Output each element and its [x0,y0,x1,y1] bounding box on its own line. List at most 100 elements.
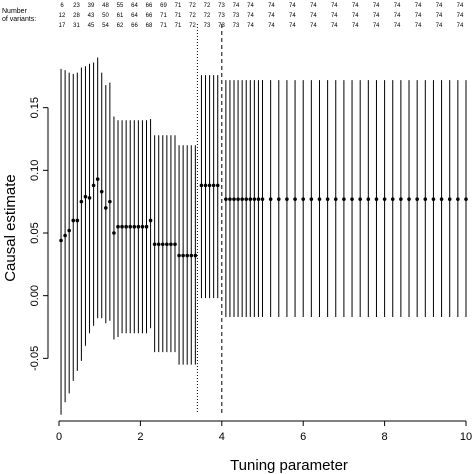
variant-count-label: 73 [233,13,240,19]
estimate-point [165,242,169,247]
estimate-point [215,183,220,188]
estimate-point [228,197,232,201]
estimate-point [374,197,379,201]
variant-count-label: 74 [268,3,275,9]
variant-count-label: 74 [436,3,443,9]
x-tick-label: 10 [460,431,472,443]
x-axis-title: Tuning parameter [230,457,348,474]
variant-counts-header: Number of variants: 6 23 39 48 55 64 66 69 71 72 7… [2,3,464,29]
estimate-point [431,197,436,201]
y-tick-label: 0.00 [29,285,41,306]
variant-count-label: 74 [310,23,317,29]
variant-count-label: 74 [310,13,317,19]
variant-count-label: 74 [352,13,359,19]
variant-count-label: 72 [189,13,196,19]
variant-count-label: 74 [457,13,464,19]
estimate-point [240,197,244,201]
estimate-point [439,197,444,201]
axes: -0.05 0.00 0.05 0.10 0.15 0 2 4 6 8 10 [29,97,472,443]
estimate-point [193,253,198,258]
estimate-point [232,197,236,201]
variant-count-label: 74 [352,3,359,9]
variant-count-label: 74 [247,23,254,29]
estimate-point [156,242,161,247]
estimate-point [293,197,297,201]
estimate-point [317,197,322,201]
variant-count-label: 31 [73,23,80,29]
estimate-point [71,218,76,223]
variant-count-label: 73 [233,23,240,29]
point-estimates [59,177,468,258]
estimate-point [95,177,100,181]
estimate-point [382,197,387,201]
estimate-point [325,197,330,201]
variant-count-label: 71 [175,13,182,19]
variant-count-label: 73 [218,13,225,19]
estimate-point [59,238,63,243]
estimate-point [456,197,460,201]
variant-count-label: 74 [436,13,443,19]
variant-count-label: 43 [88,13,95,19]
variant-count-label: 74 [394,23,401,29]
variant-count-label: 74 [331,23,338,29]
estimate-point [189,253,194,258]
estimate-point [248,197,253,201]
estimate-point [224,197,228,201]
estimate-point [260,197,265,201]
estimate-point [390,197,395,201]
estimate-point [177,253,181,258]
variant-count-label: 71 [160,13,167,19]
estimate-point [333,197,338,201]
estimate-point [108,199,112,204]
variant-count-label: 72 [204,3,211,9]
variant-count-label: 74 [394,3,401,9]
variant-count-label: 74 [331,3,338,9]
estimate-point [91,183,96,188]
estimate-point [148,218,153,223]
estimate-point [132,224,137,229]
variant-count-label: 28 [73,13,80,19]
variant-count-label: 39 [88,3,95,9]
variant-count-label: 68 [146,23,153,29]
variant-count-label: 23 [73,3,80,9]
estimate-point [87,196,92,200]
estimate-point [181,253,185,258]
estimate-point [252,197,257,201]
estimate-point [276,197,281,201]
estimate-point [120,224,124,229]
variant-count-label: 73 [218,3,225,9]
estimate-point [185,253,190,258]
variant-count-label: 73 [204,23,211,29]
y-axis-ticks: -0.05 0.00 0.05 0.10 0.15 [29,97,48,371]
variant-count-label: 74 [457,23,464,29]
estimate-point [199,183,204,188]
estimate-point [169,242,173,247]
estimate-point [160,242,165,247]
variant-count-label: 74 [268,23,275,29]
y-tick-label: 0.05 [29,222,41,243]
estimate-point [124,224,128,229]
variant-count-label: 74 [289,13,296,19]
variant-count-label: 55 [117,3,124,9]
variant-count-label: 74 [436,23,443,29]
estimate-point [136,224,141,229]
y-tick-label: -0.05 [29,346,41,371]
reference-lines [196,24,223,413]
variant-count-label: 50 [102,13,109,19]
variant-count-label: 48 [102,3,109,9]
estimate-point [447,197,452,201]
estimate-point [207,183,212,188]
variant-count-label: 66 [131,23,138,29]
variant-count-label: 54 [102,23,109,29]
estimate-point [63,233,67,238]
x-tick-label: 8 [382,431,388,443]
variant-count-label: 72 [204,13,211,19]
estimate-point [236,197,240,201]
estimate-point [140,224,145,229]
variant-count-label: 45 [88,23,95,29]
variant-count-label: 64 [131,3,138,9]
variant-title-line2: of variants: [2,16,36,23]
estimate-point [464,197,468,201]
estimate-point [399,197,403,201]
